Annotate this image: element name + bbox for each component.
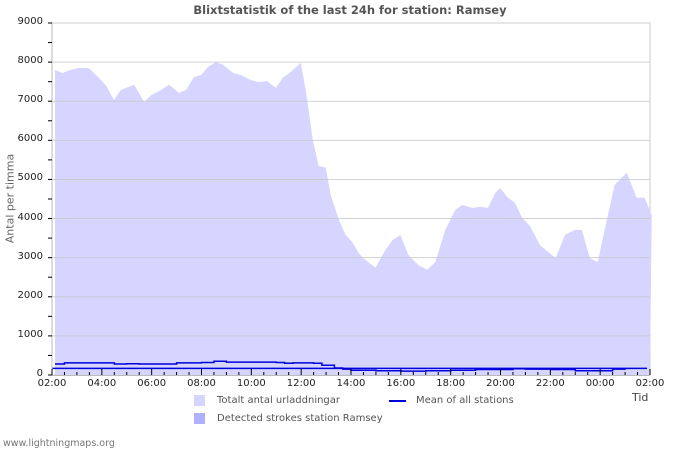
x-axis-label: Tid bbox=[632, 391, 649, 404]
x-tick-label: 02:00 bbox=[635, 378, 665, 389]
y-tick-label: 8000 bbox=[17, 55, 43, 67]
source-credit: www.lightningmaps.org bbox=[3, 438, 115, 449]
x-tick-label: 08:00 bbox=[187, 378, 216, 389]
x-tick-label: 00:00 bbox=[585, 378, 615, 389]
x-tick-label: 04:00 bbox=[87, 378, 117, 389]
y-tick-label: 3000 bbox=[17, 250, 43, 262]
y-tick-label: 7000 bbox=[17, 94, 43, 106]
x-tick-label: 18:00 bbox=[436, 378, 466, 389]
y-tick-label: 9000 bbox=[17, 16, 43, 27]
legend-line-mean bbox=[389, 400, 406, 402]
y-tick-label: 2000 bbox=[17, 289, 43, 301]
x-tick-label: 16:00 bbox=[386, 378, 416, 389]
y-tick-label: 5000 bbox=[17, 172, 43, 184]
x-tick-label: 22:00 bbox=[535, 378, 565, 389]
y-tick-label: 4000 bbox=[17, 211, 43, 223]
y-tick-label: 1000 bbox=[17, 328, 43, 340]
y-tick-label: 6000 bbox=[17, 133, 43, 145]
x-tick-label: 10:00 bbox=[236, 378, 266, 389]
x-tick-label: 20:00 bbox=[486, 378, 515, 389]
x-tick-label: 02:00 bbox=[37, 378, 67, 389]
legend-label-station: Detected strokes station Ramsey bbox=[217, 413, 383, 424]
x-tick-label: 12:00 bbox=[286, 378, 316, 389]
x-tick-label: 14:00 bbox=[336, 378, 366, 389]
legend-label-total: Totalt antal urladdningar bbox=[217, 395, 341, 406]
y-tick-label: 0 bbox=[36, 368, 43, 379]
x-tick-label: 06:00 bbox=[137, 378, 167, 389]
legend-swatch-station bbox=[194, 413, 205, 424]
legend-label-mean: Mean of all stations bbox=[416, 395, 514, 406]
legend-swatch-total bbox=[194, 395, 205, 406]
chart-title: Blixtstatistik of the last 24h for stati… bbox=[193, 3, 507, 17]
